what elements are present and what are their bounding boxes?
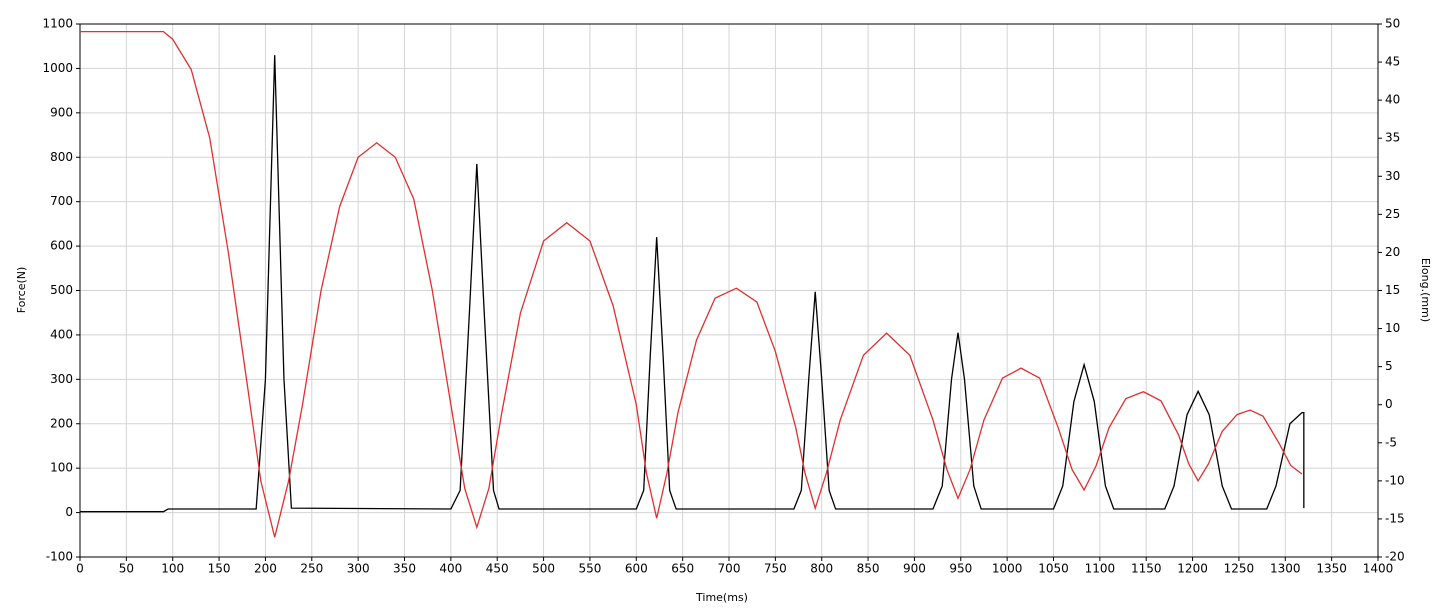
x-tick-label: 1300: [1270, 562, 1301, 576]
data-line: [80, 30, 1303, 538]
y-tick-label: 400: [50, 327, 73, 341]
x-tick-label: 1150: [1131, 562, 1162, 576]
y2-tick-label: -20: [1385, 550, 1405, 564]
x-tick-label: 1200: [1177, 562, 1208, 576]
y-tick-label: 500: [50, 283, 73, 297]
x-tick-label: 1000: [992, 562, 1023, 576]
y-tick-label: 100: [50, 461, 73, 475]
y-tick-label: 0: [65, 505, 73, 519]
x-tick-label: 200: [254, 562, 277, 576]
y2-tick-label: 25: [1385, 207, 1400, 221]
y-tick-label: -100: [46, 550, 73, 564]
y-tick-label: 1100: [42, 17, 73, 31]
y2-axis-label: Elong.(mm): [1419, 258, 1432, 322]
x-tick-label: 1400: [1363, 562, 1394, 576]
x-tick-label: 600: [625, 562, 648, 576]
x-tick-label: 350: [393, 562, 416, 576]
x-tick-label: 100: [161, 562, 184, 576]
y-tick-label: 200: [50, 416, 73, 430]
x-tick-label: 850: [857, 562, 880, 576]
y2-tick-label: 5: [1385, 359, 1393, 373]
y2-tick-label: 0: [1385, 397, 1393, 411]
y-tick-label: 900: [50, 105, 73, 119]
x-tick-label: 950: [949, 562, 972, 576]
x-tick-label: 1350: [1316, 562, 1347, 576]
y2-tick-label: 50: [1385, 17, 1400, 31]
x-tick-label: 550: [578, 562, 601, 576]
y2-tick-label: -5: [1385, 435, 1397, 449]
x-tick-label: 700: [718, 562, 741, 576]
y2-tick-label: 40: [1385, 93, 1400, 107]
x-tick-label: 150: [208, 562, 231, 576]
x-tick-label: 250: [300, 562, 323, 576]
x-tick-label: 1250: [1224, 562, 1255, 576]
y2-tick-label: -10: [1385, 473, 1405, 487]
y-tick-label: 600: [50, 239, 73, 253]
y2-tick-label: 45: [1385, 55, 1400, 69]
x-tick-label: 800: [810, 562, 833, 576]
x-tick-label: 400: [439, 562, 462, 576]
y-tick-label: 300: [50, 372, 73, 386]
x-tick-label: 750: [764, 562, 787, 576]
y2-tick-label: 10: [1385, 321, 1400, 335]
y-axis-label: Force(N): [15, 267, 28, 314]
y-tick-label: 1000: [42, 61, 73, 75]
x-tick-label: 500: [532, 562, 555, 576]
x-tick-label: 650: [671, 562, 694, 576]
x-tick-label: 1050: [1038, 562, 1069, 576]
x-tick-label: 0: [76, 562, 84, 576]
x-tick-label: 50: [119, 562, 134, 576]
y2-tick-label: 20: [1385, 245, 1400, 259]
x-tick-label: 1100: [1085, 562, 1116, 576]
y-tick-label: 700: [50, 194, 73, 208]
x-tick-label: 450: [486, 562, 509, 576]
y-tick-label: 800: [50, 150, 73, 164]
plot-frame: [79, 23, 1379, 558]
y2-tick-label: 30: [1385, 169, 1400, 183]
data-line: [80, 55, 1305, 513]
y2-tick-label: 35: [1385, 131, 1400, 145]
y2-tick-label: 15: [1385, 283, 1400, 297]
x-axis-label: Time(ms): [695, 591, 748, 604]
x-tick-label: 300: [347, 562, 370, 576]
x-tick-label: 900: [903, 562, 926, 576]
y2-tick-label: -15: [1385, 511, 1405, 525]
